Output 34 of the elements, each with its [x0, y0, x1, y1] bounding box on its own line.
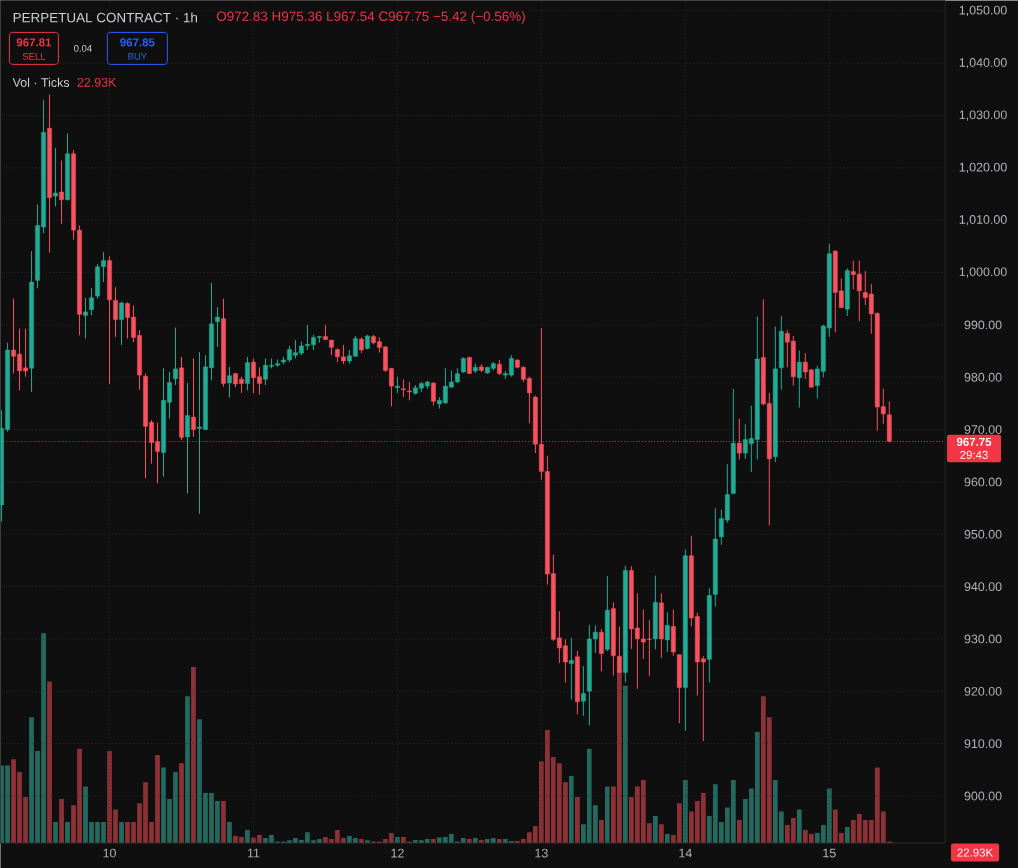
x-tick-label: 12 — [391, 848, 404, 858]
x-tick-label: 10 — [103, 848, 116, 858]
y-tick-label: 1,010.00 — [959, 215, 1007, 226]
y-tick-label: 960.00 — [964, 477, 1002, 487]
x-tick-label: 15 — [823, 848, 836, 858]
y-tick-label: 1,000.00 — [959, 267, 1007, 278]
x-tick-label: 14 — [679, 848, 692, 858]
text: 29:43 — [960, 450, 988, 459]
x-tick-label: 11 — [247, 848, 260, 858]
annotation: O972.83 H975.36 L967.54 C967.75 −5.42 (−0.56%) — [216, 11, 525, 24]
chart-title: Vol · Ticks — [12, 77, 70, 87]
annotation: 967.81 — [16, 38, 52, 47]
ref-line-label: 967.75 — [956, 437, 992, 446]
annotation: BUY — [128, 53, 147, 60]
text: 22.93K — [957, 848, 994, 857]
y-tick-label: 940.00 — [964, 582, 1002, 591]
y-tick-label: 1,020.00 — [959, 162, 1007, 173]
y-tick-label: 910.00 — [964, 739, 1002, 748]
x-tick-label: 13 — [535, 848, 548, 858]
y-tick-label: 930.00 — [964, 634, 1002, 644]
annotation: SELL — [22, 53, 46, 60]
y-tick-label: 990.00 — [964, 320, 1002, 330]
y-tick-label: 970.00 — [964, 425, 1002, 434]
annotation: 967.85 — [120, 38, 155, 47]
y-tick-label: 1,040.00 — [959, 58, 1007, 69]
annotation: 22.93K — [77, 77, 117, 87]
y-tick-label: 1,030.00 — [959, 110, 1007, 121]
y-tick-label: 920.00 — [964, 686, 1002, 696]
text: PERPETUAL CONTRACT · 1h — [13, 12, 197, 23]
y-tick-label: 900.00 — [964, 791, 1002, 801]
y-tick-label: 980.00 — [964, 372, 1002, 382]
y-tick-label: 950.00 — [964, 529, 1002, 539]
y-tick-label: 1,050.00 — [959, 5, 1007, 16]
annotation: 0.04 — [74, 45, 92, 52]
